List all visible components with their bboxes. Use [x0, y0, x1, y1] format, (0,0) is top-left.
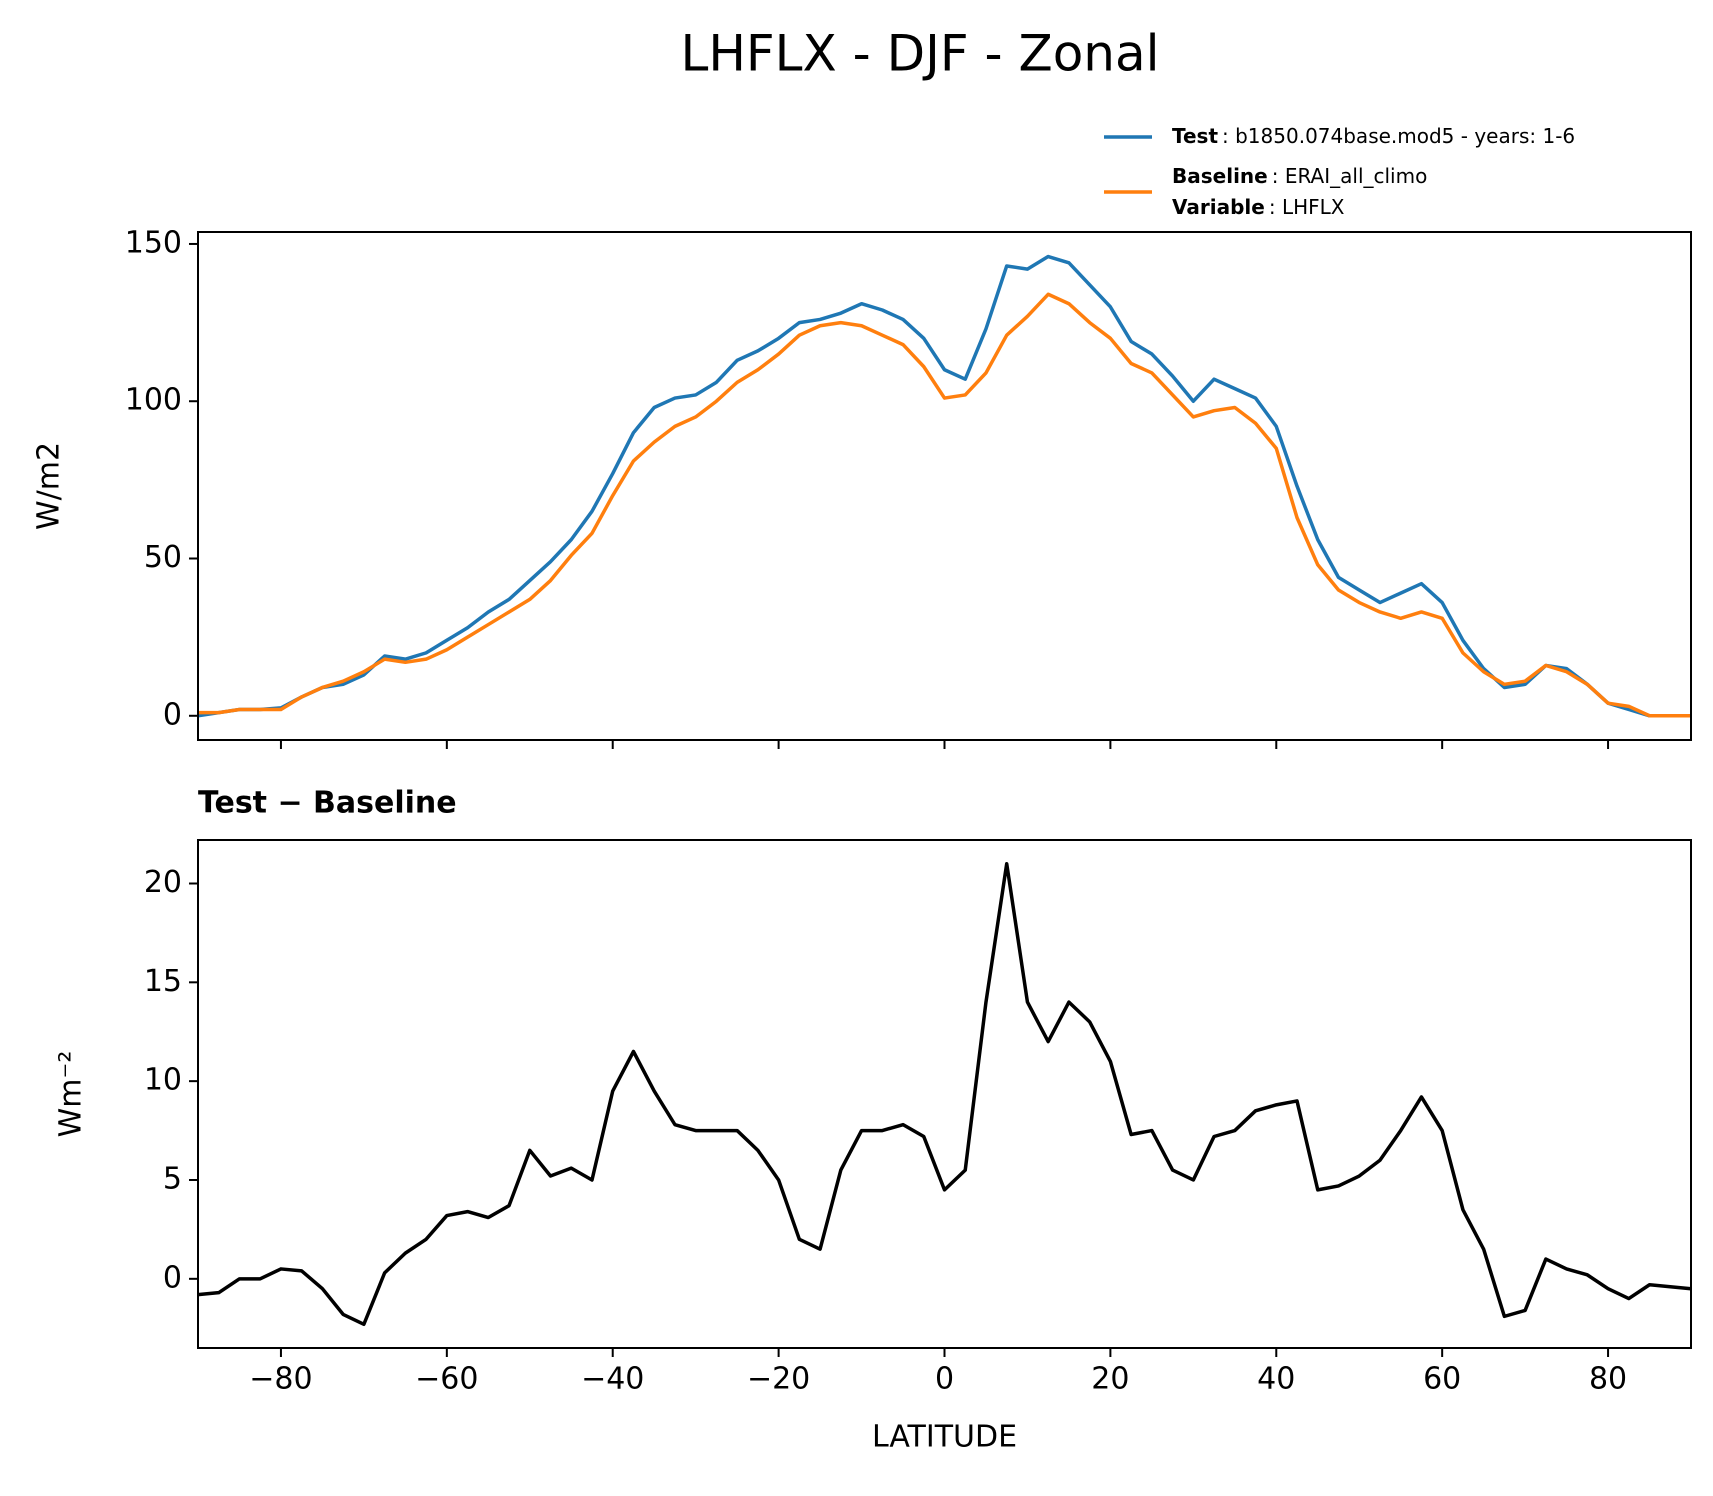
y-tick-label: 0 [163, 1260, 182, 1295]
y-tick-label: 10 [144, 1063, 182, 1098]
legend-description: : ERAI_all_climo [1272, 164, 1428, 188]
x-tick-label: 20 [1091, 1362, 1129, 1397]
x-tick-label: −80 [249, 1362, 312, 1397]
y-tick-label: 20 [144, 865, 182, 900]
y-tick-label: 15 [144, 964, 182, 999]
x-tick-label: 60 [1423, 1362, 1461, 1397]
legend-description: : LHFLX [1269, 195, 1345, 219]
x-axis-label: LATITUDE [872, 1420, 1017, 1455]
legend-entry: Baseline: ERAI_all_climo [1172, 164, 1427, 188]
x-tick-label: 40 [1257, 1362, 1295, 1397]
x-tick-label: 80 [1589, 1362, 1627, 1397]
y-tick-label: 50 [144, 540, 182, 575]
legend-entry: Test: b1850.074base.mod5 - years: 1-6 [1172, 124, 1575, 148]
x-tick-label: −40 [581, 1362, 644, 1397]
y-tick-label: 150 [125, 225, 182, 260]
y-tick-label: 100 [125, 383, 182, 418]
x-tick-label: −60 [415, 1362, 478, 1397]
data-line [197, 861, 1692, 1327]
data-line [198, 292, 1691, 718]
legend-entry: Variable: LHFLX [1172, 195, 1345, 219]
legend-description: : b1850.074base.mod5 - years: 1-6 [1222, 124, 1575, 148]
y-axis-label: Wm⁻² [54, 1051, 89, 1138]
x-tick-label: −20 [747, 1362, 810, 1397]
y-axis-label: W/m2 [32, 442, 67, 530]
data-line [197, 254, 1691, 718]
y-tick-label: 0 [163, 697, 182, 732]
figure-title: LHFLX - DJF - Zonal [680, 25, 1159, 83]
y-tick-label: 5 [163, 1161, 182, 1196]
subplot-title: Test − Baseline [198, 786, 457, 821]
legend-name: Variable [1172, 195, 1265, 219]
x-tick-label: 0 [935, 1362, 954, 1397]
legend-name: Baseline [1172, 164, 1268, 188]
legend-name: Test [1172, 124, 1218, 148]
